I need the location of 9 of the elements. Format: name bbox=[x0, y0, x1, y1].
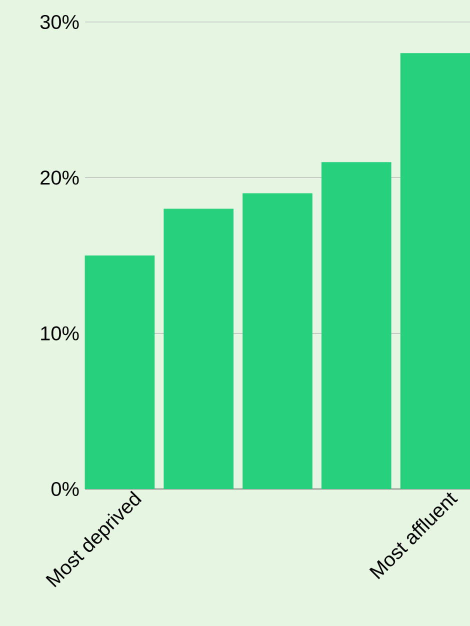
bar bbox=[84, 255, 154, 489]
y-tick-label: 30% bbox=[40, 14, 79, 30]
y-tick-label: 20% bbox=[40, 170, 79, 185]
bar bbox=[321, 162, 392, 489]
bar bbox=[242, 193, 312, 489]
y-tick-label: 0% bbox=[51, 482, 79, 496]
y-tick-label: 10% bbox=[40, 326, 79, 340]
bar bbox=[400, 53, 470, 489]
bar bbox=[164, 208, 234, 489]
